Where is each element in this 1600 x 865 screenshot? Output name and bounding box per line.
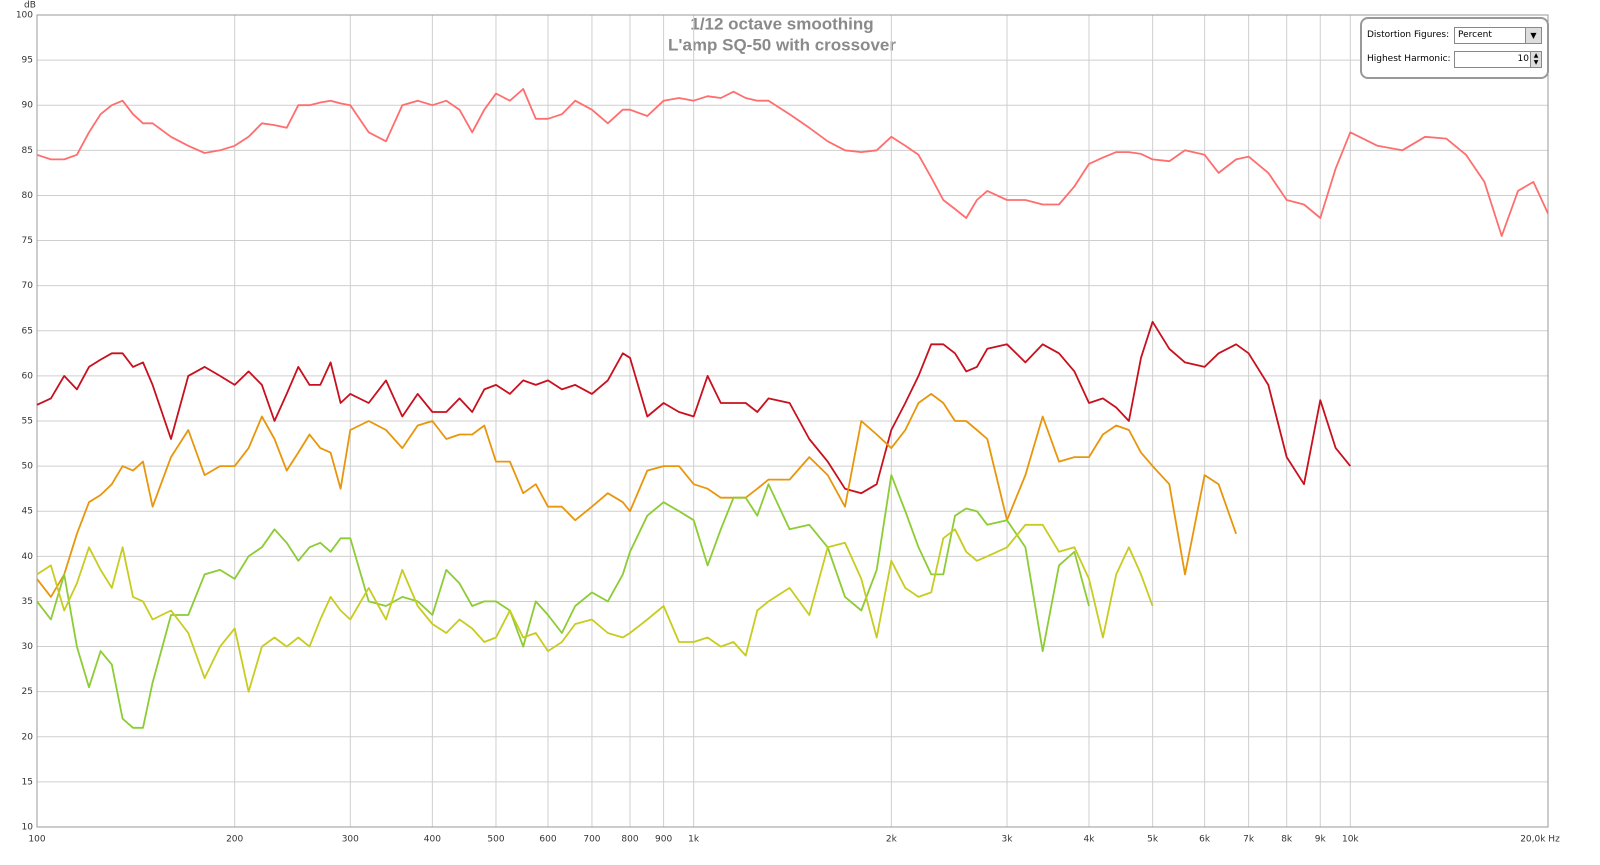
y-tick-label: 15 <box>22 777 33 787</box>
x-tick-label: 5k <box>1147 835 1159 845</box>
y-tick-label: 55 <box>22 417 33 427</box>
y-tick-label: 50 <box>22 462 34 472</box>
y-tick-label: 70 <box>22 281 34 291</box>
x-tick-label: 500 <box>487 835 504 845</box>
chart-subtitle: L'amp SQ-50 with crossover <box>668 35 896 54</box>
chart-title: 1/12 octave smoothing <box>690 14 873 33</box>
x-tick-label: 6k <box>1199 835 1211 845</box>
series-line <box>36 474 1090 729</box>
y-tick-label: 60 <box>22 371 34 381</box>
series-line <box>36 393 1237 598</box>
y-tick-label: 65 <box>22 326 33 336</box>
x-tick-label: 8k <box>1281 835 1293 845</box>
x-tick-label: 3k <box>1001 835 1013 845</box>
harmonic-label: Highest Harmonic: <box>1367 54 1451 64</box>
x-tick-label: 300 <box>342 835 359 845</box>
plot-frame <box>36 14 1549 828</box>
harmonic-spinbox[interactable]: 10 ▲ ▼ <box>1454 51 1542 68</box>
x-tick-label: 20,0k Hz <box>1520 835 1560 845</box>
y-tick-label: 75 <box>22 236 33 246</box>
y-tick-label: 45 <box>22 507 33 517</box>
x-tick-label: 100 <box>28 835 45 845</box>
series-line <box>36 523 1154 693</box>
x-tick-label: 900 <box>655 835 672 845</box>
x-tick-label: 4k <box>1084 835 1096 845</box>
y-tick-label: 30 <box>22 642 34 652</box>
x-tick-label: 400 <box>424 835 441 845</box>
y-tick-label: 20 <box>22 732 34 742</box>
controls-panel: Distortion Figures: Percent ▼ Highest Har… <box>1360 17 1549 79</box>
spin-buttons[interactable]: ▲ ▼ <box>1530 52 1541 67</box>
distortion-value: Percent <box>1458 30 1492 40</box>
x-tick-label: 600 <box>539 835 556 845</box>
x-tick-label: 700 <box>583 835 600 845</box>
series-line <box>36 88 1549 237</box>
x-tick-label: 2k <box>886 835 898 845</box>
x-tick-label: 9k <box>1315 835 1327 845</box>
x-tick-label: 1k <box>688 835 700 845</box>
x-tick-label: 7k <box>1243 835 1255 845</box>
x-tick-label: 10k <box>1342 835 1359 845</box>
y-tick-label: 40 <box>22 552 34 562</box>
series-line <box>36 320 1351 495</box>
y-axis-label: dB <box>24 1 36 11</box>
x-tick-label: 200 <box>226 835 243 845</box>
x-tick-label: 800 <box>621 835 638 845</box>
y-tick-label: 95 <box>22 56 33 66</box>
y-tick-label: 25 <box>22 687 33 697</box>
y-tick-label: 80 <box>22 191 34 201</box>
harmonic-value: 10 <box>1517 54 1529 64</box>
y-tick-label: 10 <box>22 823 34 833</box>
distortion-dropdown[interactable]: Percent ▼ <box>1454 27 1542 44</box>
y-tick-label: 35 <box>22 597 33 607</box>
distortion-label: Distortion Figures: <box>1367 30 1450 40</box>
dropdown-arrow[interactable]: ▼ <box>1525 28 1541 43</box>
y-tick-label: 90 <box>22 101 34 111</box>
y-tick-label: 100 <box>16 11 33 21</box>
y-tick-label: 85 <box>22 146 33 156</box>
